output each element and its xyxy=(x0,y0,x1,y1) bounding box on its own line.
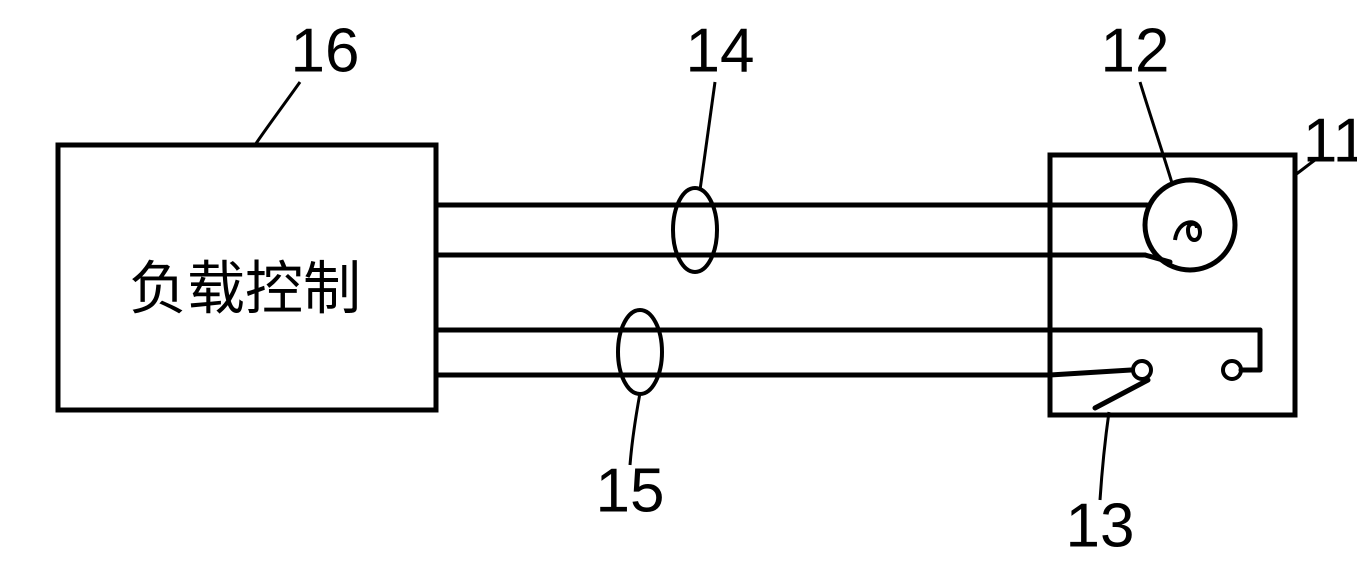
callout-line-16 xyxy=(255,82,300,145)
callout-line-14 xyxy=(700,82,715,190)
callout-line-12 xyxy=(1140,82,1172,183)
device-box xyxy=(1050,155,1295,415)
callout-num-14: 14 xyxy=(686,16,755,85)
lamp-filament xyxy=(1175,222,1200,240)
callout-num-13: 13 xyxy=(1066,491,1135,560)
cable-mark-bot xyxy=(618,310,662,394)
load-control-label: 负载控制 xyxy=(129,256,361,321)
switch-terminal-right xyxy=(1223,361,1241,379)
callout-line-13 xyxy=(1100,412,1109,500)
callout-line-15 xyxy=(630,393,640,465)
callout-num-12: 12 xyxy=(1101,16,1170,85)
cable-mark-top xyxy=(673,188,717,272)
wire-bot-lower-in xyxy=(1050,370,1131,375)
switch-terminal-left xyxy=(1133,361,1151,379)
callout-num-16: 16 xyxy=(291,16,360,85)
callout-num-11: 11 xyxy=(1303,106,1357,175)
callout-num-15: 15 xyxy=(596,456,665,525)
switch-arm xyxy=(1095,380,1148,408)
